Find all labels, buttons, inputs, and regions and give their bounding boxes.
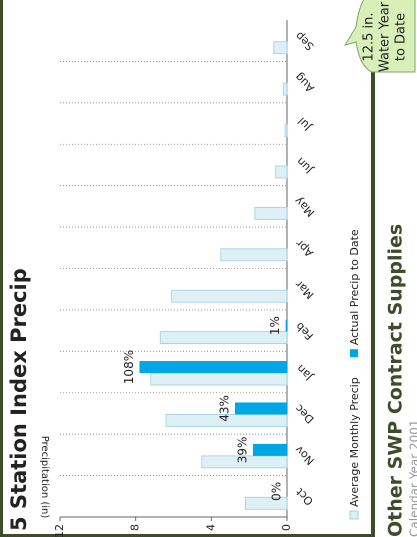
callout-text: to Date — [394, 13, 409, 61]
data-annotation: 108% — [122, 350, 136, 384]
bar — [220, 248, 288, 262]
bar — [273, 41, 288, 55]
bar — [234, 402, 288, 415]
bar — [159, 331, 288, 345]
footer-title: Other SWP Contract Supplies — [385, 224, 407, 537]
bar — [254, 206, 288, 220]
legend-swatch — [349, 510, 359, 520]
bar — [284, 124, 288, 137]
bar — [201, 455, 288, 469]
footer-subtitle: Calendar Year 2001 — [408, 419, 417, 537]
data-annotation: 0% — [270, 482, 284, 501]
bar — [252, 443, 287, 456]
y-tick-label: 0 — [280, 524, 293, 531]
legend-label: Average Monthly Precip — [348, 377, 361, 507]
callout-shape — [343, 0, 416, 73]
chart-border — [0, 0, 375, 537]
legend-label: Actual Precip to Date — [348, 229, 361, 345]
legend-swatch — [350, 349, 358, 358]
y-tick-label: 8 — [129, 524, 142, 531]
bar — [282, 82, 288, 96]
data-annotation: 43% — [217, 395, 231, 422]
bar — [275, 165, 288, 179]
bar — [165, 414, 288, 427]
chart-title: 5 Station Index Precip — [7, 268, 31, 531]
callout-text: Water Year — [378, 1, 393, 72]
callout-text: 12.5 in. — [362, 12, 377, 61]
y-tick-label: 12 — [53, 524, 66, 537]
data-annotation: 1% — [268, 316, 282, 335]
y-tick-label: 4 — [204, 524, 217, 531]
data-annotation: 39% — [235, 437, 249, 464]
y-axis-label: Precipitation (in) — [39, 436, 50, 519]
bar — [244, 496, 288, 510]
bar — [285, 319, 288, 332]
bar — [171, 289, 288, 303]
bar — [150, 372, 288, 386]
bar — [139, 361, 287, 374]
